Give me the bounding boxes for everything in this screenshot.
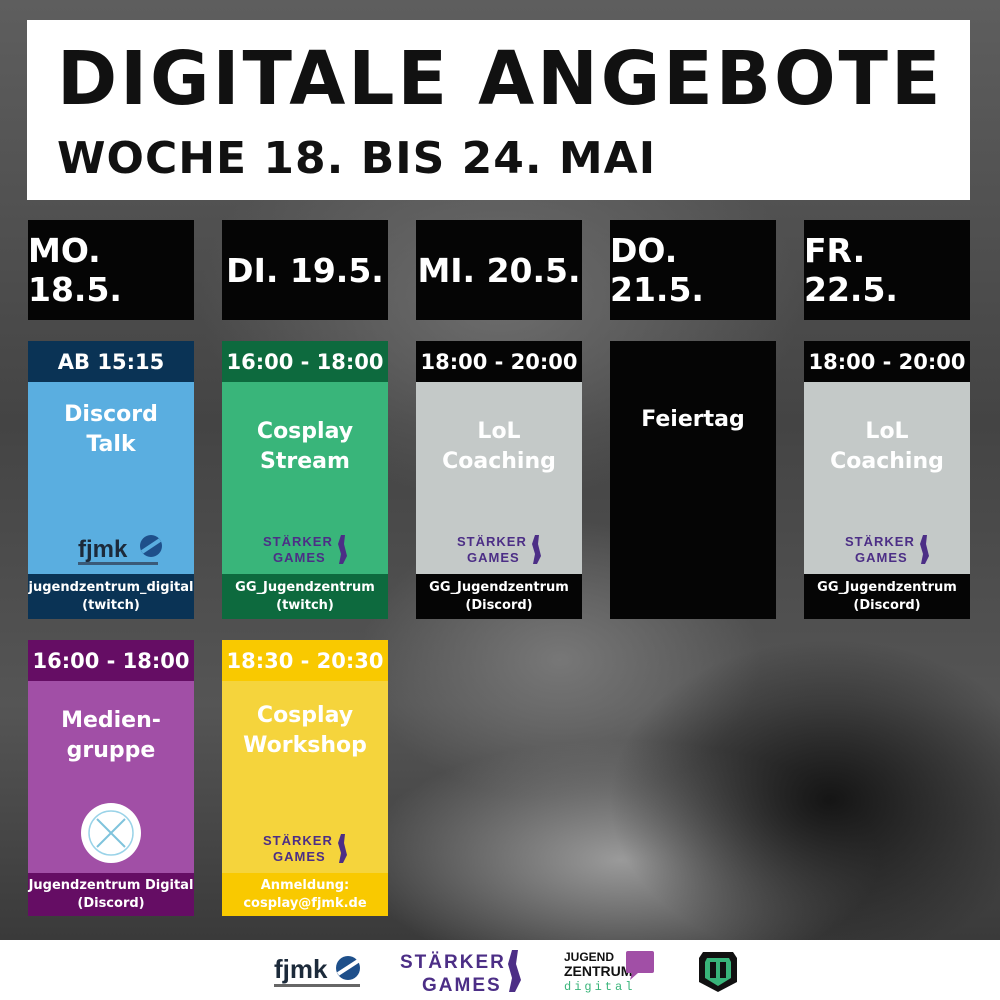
event-body: Cosplay Workshop STÄRKER GAMES: [222, 681, 388, 873]
event-title: LoL Coaching: [830, 419, 944, 474]
event-time: AB 15:15: [28, 341, 194, 382]
svg-text:STÄRKER: STÄRKER: [457, 534, 527, 549]
starker-games-footer-logo: STÄRKER GAMES: [400, 950, 521, 994]
footer-logo-bar: fjmk STÄRKER GAMES JUGEND ZENTRUM digita…: [0, 940, 1000, 1000]
svg-text:GAMES: GAMES: [273, 550, 326, 565]
event-title: Discord Talk: [64, 402, 158, 457]
holiday-label: Feiertag: [641, 407, 745, 432]
event-channel: Jugendzentrum Digital (Discord): [28, 873, 194, 916]
mediengruppe-circle-logo: [81, 803, 141, 863]
starker-games-logo: STÄRKER GAMES: [845, 534, 929, 565]
event-card-lol-coaching-mi[interactable]: 18:00 - 20:00 LoL Coaching STÄRKER GAMES…: [416, 341, 582, 619]
svg-text:JUGEND: JUGEND: [564, 950, 614, 964]
svg-text:GAMES: GAMES: [855, 550, 908, 565]
event-title: LoL Coaching: [442, 419, 556, 474]
svg-text:STÄRKER: STÄRKER: [263, 833, 333, 848]
starker-games-logo: STÄRKER GAMES: [457, 534, 541, 565]
svg-text:STÄRKER: STÄRKER: [263, 534, 333, 549]
event-time: 18:00 - 20:00: [804, 341, 970, 382]
fjmk-logo: fjmk: [78, 535, 162, 565]
event-body: LoL Coaching STÄRKER GAMES: [804, 382, 970, 574]
svg-text:fjmk: fjmk: [78, 536, 128, 563]
event-channel: GG_Jugendzentrum (twitch): [222, 574, 388, 619]
gg-shield-logo: [699, 952, 737, 992]
event-title: Cosplay Workshop: [243, 703, 367, 758]
day-header-mo: MO. 18.5.: [28, 220, 194, 320]
event-time: 16:00 - 18:00: [222, 341, 388, 382]
event-channel: GG_Jugendzentrum (Discord): [416, 574, 582, 619]
event-title: Medien- gruppe: [61, 708, 161, 763]
event-body: Discord Talk fjmk: [28, 382, 194, 574]
event-card-cosplay-workshop[interactable]: 18:30 - 20:30 Cosplay Workshop STÄRKER G…: [222, 640, 388, 916]
svg-text:fjmk: fjmk: [274, 954, 328, 984]
svg-text:digital: digital: [564, 980, 635, 994]
svg-text:STÄRKER: STÄRKER: [400, 952, 506, 973]
event-channel: GG_Jugendzentrum (Discord): [804, 574, 970, 619]
day-header-fr: FR. 22.5.: [804, 220, 970, 320]
event-time: 18:00 - 20:00: [416, 341, 582, 382]
page-subtitle: WOCHE 18. BIS 24. MAI: [57, 133, 657, 184]
svg-text:STÄRKER: STÄRKER: [845, 534, 915, 549]
event-card-mediengruppe[interactable]: 16:00 - 18:00 Medien- gruppe Jugendzentr…: [28, 640, 194, 916]
fjmk-footer-logo: fjmk: [274, 954, 360, 987]
svg-text:GAMES: GAMES: [422, 975, 502, 994]
event-body: LoL Coaching STÄRKER GAMES: [416, 382, 582, 574]
event-time: 16:00 - 18:00: [28, 640, 194, 681]
page-title: DIGITALE ANGEBOTE: [57, 36, 944, 122]
starker-games-logo: STÄRKER GAMES: [263, 833, 347, 864]
svg-text:GAMES: GAMES: [467, 550, 520, 565]
event-card-feiertag: Feiertag: [610, 341, 776, 619]
day-header-di: DI. 19.5.: [222, 220, 388, 320]
day-header-do: DO. 21.5.: [610, 220, 776, 320]
svg-text:GAMES: GAMES: [273, 849, 326, 864]
event-card-lol-coaching-fr[interactable]: 18:00 - 20:00 LoL Coaching STÄRKER GAMES…: [804, 341, 970, 619]
event-time: 18:30 - 20:30: [222, 640, 388, 681]
event-card-discord-talk[interactable]: AB 15:15 Discord Talk fjmk jugendzentrum…: [28, 341, 194, 619]
event-signup: Anmeldung: cosplay@fjmk.de: [222, 873, 388, 916]
starker-games-logo: STÄRKER GAMES: [263, 534, 347, 565]
day-header-mi: MI. 20.5.: [416, 220, 582, 320]
title-box: DIGITALE ANGEBOTE WOCHE 18. BIS 24. MAI: [27, 20, 970, 200]
event-card-cosplay-stream[interactable]: 16:00 - 18:00 Cosplay Stream STÄRKER GAM…: [222, 341, 388, 619]
svg-text:ZENTRUM: ZENTRUM: [564, 963, 632, 979]
event-body: Cosplay Stream STÄRKER GAMES: [222, 382, 388, 574]
event-channel: jugendzentrum_digital (twitch): [28, 574, 194, 619]
event-body: Medien- gruppe: [28, 681, 194, 873]
event-title: Cosplay Stream: [256, 419, 354, 474]
jugendzentrum-digital-logo: JUGEND ZENTRUM digital: [564, 950, 654, 994]
